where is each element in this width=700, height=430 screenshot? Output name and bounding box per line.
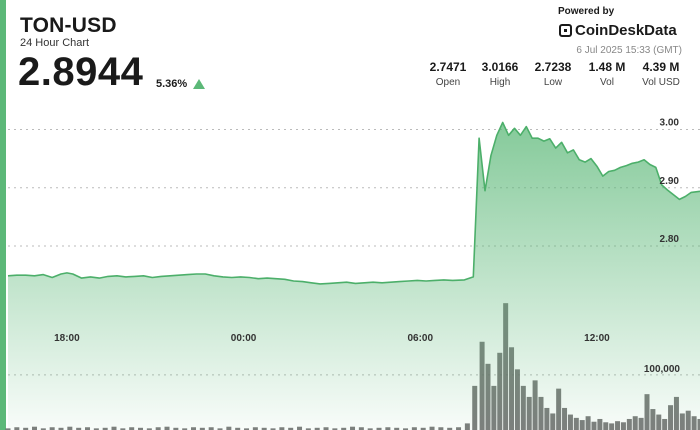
x-tick-label: 12:00 [584,333,610,344]
stat-value: 2.7471 [429,60,467,74]
y-tick-label: 3.00 [660,117,680,128]
stat-value: 1.48 M [588,60,626,74]
x-tick-label: 06:00 [407,333,433,344]
y-tick-label: 2.80 [660,234,680,245]
stat-vol-usd: 4.39 M Vol USD [626,60,696,88]
price-area-fill [8,122,700,430]
stat-label: Open [435,77,461,88]
stat-value: 4.39 M [642,60,680,74]
y-tick-label: 2.90 [660,176,680,187]
stat-value: 2.7238 [534,60,572,74]
x-tick-label: 00:00 [231,333,257,344]
x-tick-label: 18:00 [54,333,80,344]
symbol-title: TON-USD [20,14,117,37]
powered-by-label: Powered by [558,6,615,17]
stat-label: High [489,77,511,88]
stat-label: Vol [600,77,614,88]
chart-subtitle: 24 Hour Chart [20,37,90,49]
stat-low: 2.7238 Low [518,60,588,88]
stat-open: 2.7471 Open [413,60,483,88]
price-line [7,121,700,285]
stat-high: 3.0166 High [465,60,535,88]
current-price: 2.8944 [18,50,144,94]
stat-vol: 1.48 M Vol [572,60,642,88]
price-change: 5.36% [156,78,188,90]
brand-name[interactable]: CoinDeskData [575,22,677,39]
timestamp: 6 Jul 2025 15:33 (GMT) [576,45,682,56]
coindesk-logo-icon [559,24,572,37]
stat-label: Low [543,77,563,88]
triangle-up-icon [193,79,205,89]
stat-value: 3.0166 [481,60,519,74]
stat-label: Vol USD [642,77,680,88]
volume-axis-label: 100,000 [644,364,681,375]
accent-bar [0,0,6,430]
